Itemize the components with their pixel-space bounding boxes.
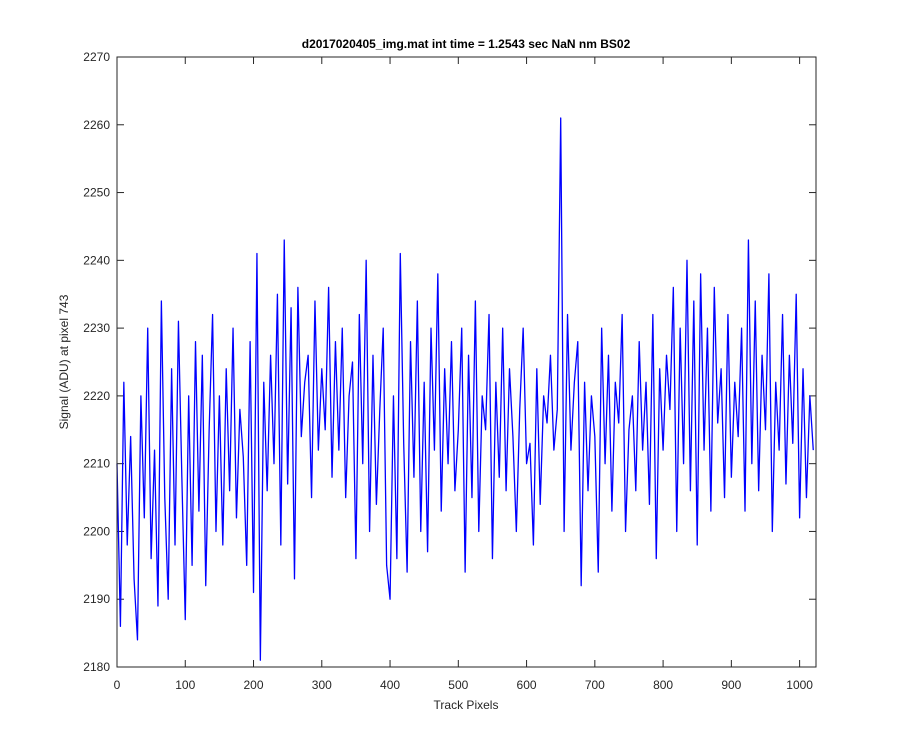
x-tick-label: 600 bbox=[517, 678, 537, 692]
x-tick-label: 400 bbox=[380, 678, 400, 692]
y-tick-label: 2200 bbox=[83, 524, 110, 538]
chart-title: d2017020405_img.mat int time = 1.2543 se… bbox=[302, 37, 631, 51]
axes-box bbox=[116, 56, 817, 668]
data-line bbox=[116, 117, 814, 661]
x-tick-label: 0 bbox=[114, 678, 121, 692]
x-tick-label: 800 bbox=[653, 678, 673, 692]
y-tick-label: 2190 bbox=[83, 592, 110, 606]
y-tick-label: 2250 bbox=[83, 186, 110, 200]
x-tick-label: 200 bbox=[244, 678, 264, 692]
y-tick-label: 2220 bbox=[83, 389, 110, 403]
x-tick-label: 700 bbox=[585, 678, 605, 692]
y-axis-label: Signal (ADU) at pixel 743 bbox=[57, 294, 71, 429]
x-tick-label: 300 bbox=[312, 678, 332, 692]
x-tick-label: 900 bbox=[721, 678, 741, 692]
y-tick-label: 2260 bbox=[83, 118, 110, 132]
y-tick-label: 2210 bbox=[83, 457, 110, 471]
y-tick-label: 2180 bbox=[83, 660, 110, 674]
plot-area: 0 100 200 300 400 500 600 700 800 900 1000 2180 2190… bbox=[83, 50, 816, 692]
x-tick-label: 500 bbox=[448, 678, 468, 692]
y-tick-label: 2230 bbox=[83, 321, 110, 335]
x-axis-label: Track Pixels bbox=[434, 698, 499, 712]
y-tick-label: 2270 bbox=[83, 50, 110, 64]
x-tick-label: 1000 bbox=[786, 678, 813, 692]
x-tick-label: 100 bbox=[175, 678, 195, 692]
y-tick-label: 2240 bbox=[83, 253, 110, 267]
